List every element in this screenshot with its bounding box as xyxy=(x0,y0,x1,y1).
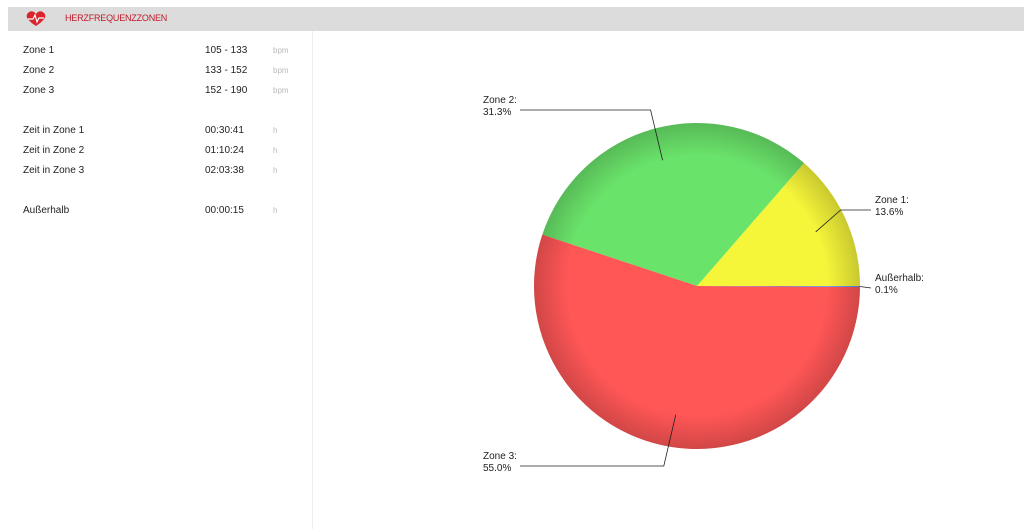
stat-unit: bpm xyxy=(273,66,289,75)
slice-label: Zone 1: xyxy=(875,195,909,206)
stat-row: Zone 2 133 - 152 bpm xyxy=(23,65,313,79)
stat-label: Zone 1 xyxy=(23,45,55,56)
stat-row: Zone 3 152 - 190 bpm xyxy=(23,85,313,99)
slice-label: Zone 2: xyxy=(483,95,517,106)
stat-row: Zeit in Zone 3 02:03:38 h xyxy=(23,165,313,179)
slice-value-label: 55.0% xyxy=(483,463,511,474)
stat-label: Zone 3 xyxy=(23,85,55,96)
stat-label: Zeit in Zone 3 xyxy=(23,165,85,176)
stat-row: Außerhalb 00:00:15 h xyxy=(23,205,313,219)
stat-row: Zeit in Zone 1 00:30:41 h xyxy=(23,125,313,139)
slice-value-label: 0.1% xyxy=(875,285,898,296)
stats-panel: Zone 1 105 - 133 bpm Zone 2 133 - 152 bpm Zone… xyxy=(8,31,313,529)
stat-unit: h xyxy=(273,146,278,155)
slice-label: Zone 3: xyxy=(483,451,517,462)
stat-value: 152 - 190 xyxy=(205,85,248,96)
stat-value: 105 - 133 xyxy=(205,45,248,56)
stat-label: Zone 2 xyxy=(23,65,55,76)
slice-label: Außerhalb: xyxy=(875,273,924,284)
slice-value-label: 31.3% xyxy=(483,107,511,118)
heart-icon xyxy=(26,11,46,26)
stat-label: Außerhalb xyxy=(23,205,70,216)
stat-unit: h xyxy=(273,126,278,135)
stat-value: 02:03:38 xyxy=(205,165,244,176)
stat-unit: bpm xyxy=(273,46,289,55)
stat-row: Zeit in Zone 2 01:10:24 h xyxy=(23,145,313,159)
stat-label: Zeit in Zone 1 xyxy=(23,125,85,136)
stat-value: 01:10:24 xyxy=(205,145,244,156)
header-title: HERZFREQUENZZONEN xyxy=(65,13,168,23)
stat-label: Zeit in Zone 2 xyxy=(23,145,85,156)
stat-unit: h xyxy=(273,166,278,175)
stat-unit: h xyxy=(273,206,278,215)
header-bar: HERZFREQUENZZONEN xyxy=(8,7,1024,31)
stat-value: 00:30:41 xyxy=(205,125,244,136)
leader-line xyxy=(859,286,872,289)
stat-row: Zone 1 105 - 133 bpm xyxy=(23,45,313,59)
stat-value: 00:00:15 xyxy=(205,205,244,216)
slice-value-label: 13.6% xyxy=(875,207,903,218)
stat-value: 133 - 152 xyxy=(205,65,248,76)
stat-unit: bpm xyxy=(273,86,289,95)
